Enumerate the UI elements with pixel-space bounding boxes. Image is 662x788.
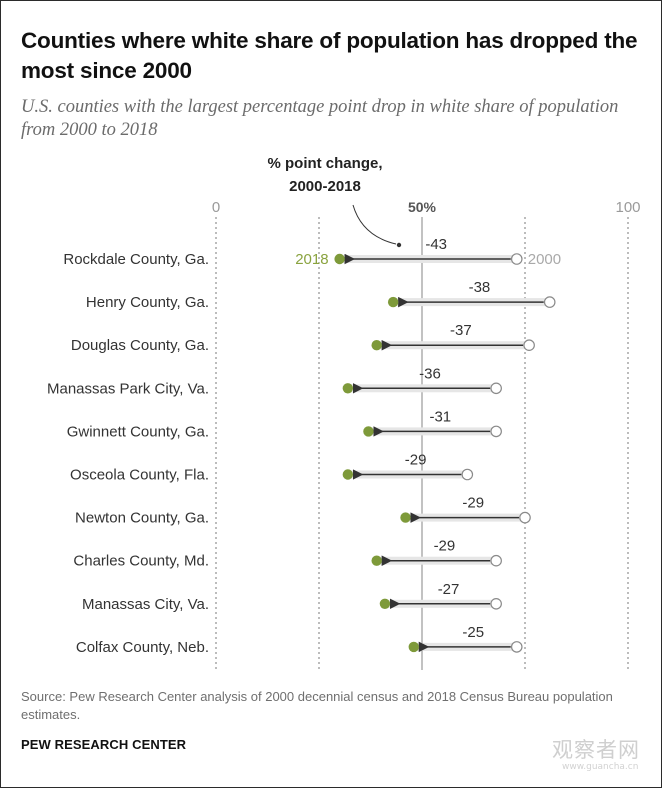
chart-subtitle: U.S. counties with the largest percentag… <box>21 97 619 140</box>
point-2000 <box>510 641 523 653</box>
annotation-pointer <box>352 204 397 245</box>
brand-name: PEW RESEARCH CENTER <box>21 737 187 752</box>
legend-2018-label: 2018 <box>295 251 328 268</box>
point-2000 <box>543 296 556 308</box>
row: Rockdale County, Ga. -43 <box>63 236 523 268</box>
row: Manassas City, Va. -27 <box>82 581 502 613</box>
annotation-text-line1: % point change, <box>267 155 382 172</box>
row: Henry County, Ga. -38 <box>86 279 556 311</box>
point-2000 <box>461 468 474 481</box>
point-2000 <box>523 339 535 351</box>
point-2000 <box>519 511 531 524</box>
change-label: -36 <box>419 365 441 382</box>
point-2018 <box>408 641 419 653</box>
point-2018 <box>371 340 382 351</box>
watermark-url: www.guancha.cn <box>562 762 639 772</box>
axis-tick-label: 100 <box>615 199 640 216</box>
grid-layer: 0 50% 100 <box>212 199 641 670</box>
row: Gwinnett County, Ga. -31 <box>67 408 502 440</box>
change-label: -37 <box>450 322 472 339</box>
point-2018 <box>379 598 391 609</box>
point-2000 <box>510 253 523 265</box>
change-label: -43 <box>425 236 447 253</box>
row-label: Osceola County, Fla. <box>70 467 209 484</box>
point-2018 <box>371 555 382 566</box>
row-label: Gwinnett County, Ga. <box>67 423 209 440</box>
rows-layer: Rockdale County, Ga. -43 Henry County, Ga.… <box>47 236 556 656</box>
row-label: Manassas Park City, Va. <box>47 380 209 397</box>
change-label: -29 <box>405 452 427 469</box>
source-note: Source: Pew Research Center analysis of … <box>21 689 613 722</box>
row: Douglas County, Ga. -37 <box>71 322 535 354</box>
point-2018 <box>400 512 411 523</box>
row: Manassas Park City, Va. -36 <box>47 365 502 397</box>
annotation-pointer-dot <box>396 242 402 248</box>
row-label: Douglas County, Ga. <box>71 337 209 354</box>
axis-tick-label: 0 <box>212 199 220 216</box>
change-label: -27 <box>438 581 460 598</box>
row-label: Colfax County, Neb. <box>76 639 209 656</box>
annotation-layer: % point change, 2000-2018 <box>267 155 402 248</box>
row-label: Charles County, Md. <box>73 553 209 570</box>
change-label: -38 <box>469 279 491 296</box>
row-label: Rockdale County, Ga. <box>63 251 209 268</box>
point-2000 <box>490 425 502 438</box>
point-2000 <box>490 554 502 567</box>
watermark-text: 观察者网 <box>552 738 640 762</box>
row: Newton County, Ga. -29 <box>75 495 531 527</box>
point-2018 <box>342 469 354 480</box>
point-2000 <box>490 597 502 610</box>
legend-2000-label: 2000 <box>528 251 561 268</box>
row: Osceola County, Fla. -29 <box>70 452 474 484</box>
row-label: Henry County, Ga. <box>86 294 209 311</box>
point-2018 <box>387 296 399 308</box>
row-label: Newton County, Ga. <box>75 510 209 527</box>
axis-tick-label: 50% <box>408 199 437 215</box>
row: Charles County, Md. -29 <box>73 538 502 570</box>
annotation-text-line2: 2000-2018 <box>289 178 361 195</box>
change-label: -29 <box>434 538 456 555</box>
point-2018 <box>363 426 374 437</box>
change-label: -29 <box>462 495 484 512</box>
row: Colfax County, Neb. -25 <box>76 624 523 656</box>
point-2000 <box>490 382 502 395</box>
change-label: -25 <box>462 624 484 641</box>
row-label: Manassas City, Va. <box>82 596 209 613</box>
point-2018 <box>342 383 354 394</box>
change-label: -31 <box>429 408 451 425</box>
chart-title: Counties where white share of population… <box>21 28 638 83</box>
point-2018 <box>334 253 345 265</box>
